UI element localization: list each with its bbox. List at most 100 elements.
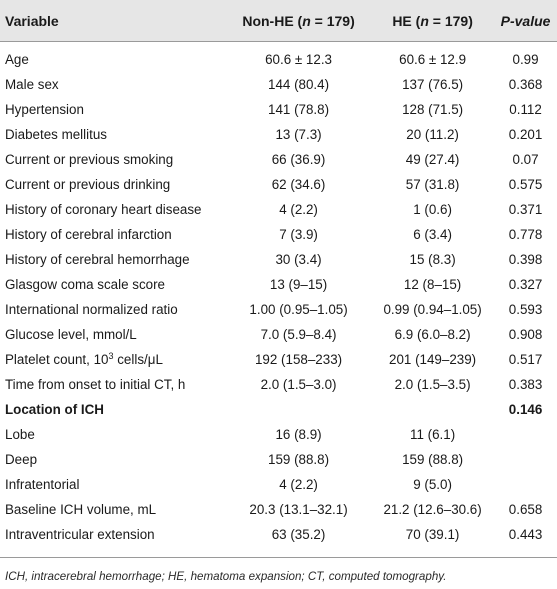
table-row: Age 60.6 ± 12.3 60.6 ± 12.9 0.99 bbox=[0, 41, 557, 72]
cell-he: 60.6 ± 12.9 bbox=[399, 51, 467, 67]
cell-he: 12 (8–15) bbox=[403, 276, 462, 292]
cell-he: 21.2 (12.6–30.6) bbox=[383, 501, 482, 517]
cell-non-he: 2.0 (1.5–3.0) bbox=[260, 376, 337, 392]
cell-pvalue: 0.146 bbox=[508, 401, 543, 417]
cell-variable: Male sex bbox=[5, 76, 59, 92]
cell-non-he: 13 (9–15) bbox=[269, 276, 328, 292]
cell-he: 11 (6.1) bbox=[410, 426, 456, 442]
table-row: Platelet count, 103 cells/μL 192 (158–23… bbox=[0, 347, 557, 372]
cell-pvalue: 0.383 bbox=[508, 376, 543, 392]
cell-variable: Time from onset to initial CT, h bbox=[5, 376, 186, 392]
cell-pvalue: 0.368 bbox=[508, 76, 543, 92]
cell-non-he bbox=[226, 397, 371, 422]
table-row: International normalized ratio 1.00 (0.9… bbox=[0, 297, 557, 322]
cell-non-he: 4 (2.2) bbox=[279, 201, 318, 217]
table-row-section: Location of ICH 0.146 bbox=[0, 397, 557, 422]
header-he: HE (n = 179) bbox=[392, 12, 473, 29]
cell-pvalue: 0.575 bbox=[508, 176, 543, 192]
cell-variable: Location of ICH bbox=[5, 401, 104, 417]
cell-he: 57 (31.8) bbox=[405, 176, 460, 192]
cell-variable: Current or previous drinking bbox=[5, 176, 171, 192]
cell-pvalue: 0.593 bbox=[508, 301, 543, 317]
cell-pvalue: 0.07 bbox=[512, 151, 539, 167]
cell-non-he: 30 (3.4) bbox=[275, 251, 322, 267]
cell-variable: History of cerebral infarction bbox=[5, 226, 172, 242]
cell-pvalue: 0.112 bbox=[509, 101, 542, 117]
table-row: Glasgow coma scale score 13 (9–15) 12 (8… bbox=[0, 272, 557, 297]
cell-non-he: 141 (78.8) bbox=[268, 101, 330, 117]
table-row: Diabetes mellitus 13 (7.3) 20 (11.2) 0.2… bbox=[0, 122, 557, 147]
data-table: Variable Non-HE (n = 179) HE (n = 179) P… bbox=[0, 0, 557, 547]
cell-non-he: 4 (2.2) bbox=[279, 476, 318, 492]
cell-pvalue: 0.99 bbox=[512, 51, 539, 67]
cell-variable: Age bbox=[5, 51, 29, 67]
cell-non-he: 16 (8.9) bbox=[275, 426, 322, 442]
cell-variable: International normalized ratio bbox=[5, 301, 178, 317]
cell-variable: History of coronary heart disease bbox=[5, 201, 202, 217]
cell-variable: Lobe bbox=[5, 426, 35, 442]
cell-pvalue: 0.443 bbox=[508, 526, 543, 542]
cell-he: 159 (88.8) bbox=[402, 451, 464, 467]
cell-variable: Infratentorial bbox=[5, 476, 80, 492]
cell-non-he: 66 (36.9) bbox=[271, 151, 326, 167]
cell-variable: History of cerebral hemorrhage bbox=[5, 251, 190, 267]
header-non-he: Non-HE (n = 179) bbox=[242, 12, 355, 29]
cell-pvalue bbox=[494, 422, 557, 447]
cell-non-he: 144 (80.4) bbox=[268, 76, 330, 92]
table-row: Time from onset to initial CT, h 2.0 (1.… bbox=[0, 372, 557, 397]
table-row: History of cerebral infarction 7 (3.9) 6… bbox=[0, 222, 557, 247]
cell-he: 2.0 (1.5–3.5) bbox=[394, 376, 471, 392]
cell-non-he: 192 (158–233) bbox=[254, 351, 343, 367]
cell-pvalue: 0.658 bbox=[508, 501, 543, 517]
cell-variable: Platelet count, 103 cells/μL bbox=[5, 350, 163, 367]
cell-variable: Current or previous smoking bbox=[5, 151, 174, 167]
table-row: History of cerebral hemorrhage 30 (3.4) … bbox=[0, 247, 557, 272]
cell-non-he: 7 (3.9) bbox=[279, 226, 318, 242]
cell-variable: Glasgow coma scale score bbox=[5, 276, 166, 292]
header-divider bbox=[0, 41, 557, 42]
cell-variable: Glucose level, mmol/L bbox=[5, 326, 137, 342]
table-row: Hypertension 141 (78.8) 128 (71.5) 0.112 bbox=[0, 97, 557, 122]
cell-he: 137 (76.5) bbox=[402, 76, 464, 92]
cell-pvalue: 0.398 bbox=[508, 251, 543, 267]
cell-pvalue bbox=[494, 447, 557, 472]
cell-non-he: 1.00 (0.95–1.05) bbox=[249, 301, 348, 317]
table-row: Current or previous smoking 66 (36.9) 49… bbox=[0, 147, 557, 172]
cell-variable: Intraventricular extension bbox=[5, 526, 155, 542]
table-row: Baseline ICH volume, mL 20.3 (13.1–32.1)… bbox=[0, 497, 557, 522]
table-row: Current or previous drinking 62 (34.6) 5… bbox=[0, 172, 557, 197]
cell-non-he: 13 (7.3) bbox=[275, 126, 322, 142]
cell-non-he: 159 (88.8) bbox=[268, 451, 330, 467]
cell-non-he: 60.6 ± 12.3 bbox=[265, 51, 332, 67]
cell-he: 20 (11.2) bbox=[406, 126, 459, 142]
cell-he: 1 (0.6) bbox=[413, 201, 452, 217]
table-row: Male sex 144 (80.4) 137 (76.5) 0.368 bbox=[0, 72, 557, 97]
cell-non-he: 20.3 (13.1–32.1) bbox=[249, 501, 348, 517]
table-bottom-divider bbox=[0, 557, 557, 558]
cell-he: 70 (39.1) bbox=[405, 526, 460, 542]
header-pvalue: P-value bbox=[500, 12, 551, 29]
cell-he: 49 (27.4) bbox=[405, 151, 460, 167]
cell-he: 201 (149–239) bbox=[389, 351, 477, 367]
table-row: Intraventricular extension 63 (35.2) 70 … bbox=[0, 522, 557, 547]
cell-he: 0.99 (0.94–1.05) bbox=[383, 301, 482, 317]
header-row: Variable Non-HE (n = 179) HE (n = 179) P… bbox=[0, 0, 557, 41]
cell-pvalue: 0.201 bbox=[508, 126, 543, 142]
cell-he bbox=[371, 397, 494, 422]
cell-variable: Diabetes mellitus bbox=[5, 126, 107, 142]
cell-pvalue: 0.908 bbox=[508, 326, 543, 342]
cell-variable: Deep bbox=[5, 451, 38, 467]
cell-non-he: 7.0 (5.9–8.4) bbox=[260, 326, 337, 342]
cell-pvalue bbox=[494, 472, 557, 497]
cell-pvalue: 0.778 bbox=[508, 226, 543, 242]
cell-he: 6 (3.4) bbox=[413, 226, 452, 242]
cell-pvalue: 0.517 bbox=[508, 351, 543, 367]
table-row: Glucose level, mmol/L 7.0 (5.9–8.4) 6.9 … bbox=[0, 322, 557, 347]
cell-pvalue: 0.327 bbox=[508, 276, 543, 292]
cell-variable: Hypertension bbox=[5, 101, 84, 117]
cell-he: 6.9 (6.0–8.2) bbox=[394, 326, 471, 342]
header-variable: Variable bbox=[5, 12, 59, 29]
cell-he: 15 (8.3) bbox=[409, 251, 456, 267]
cell-non-he: 63 (35.2) bbox=[271, 526, 326, 542]
